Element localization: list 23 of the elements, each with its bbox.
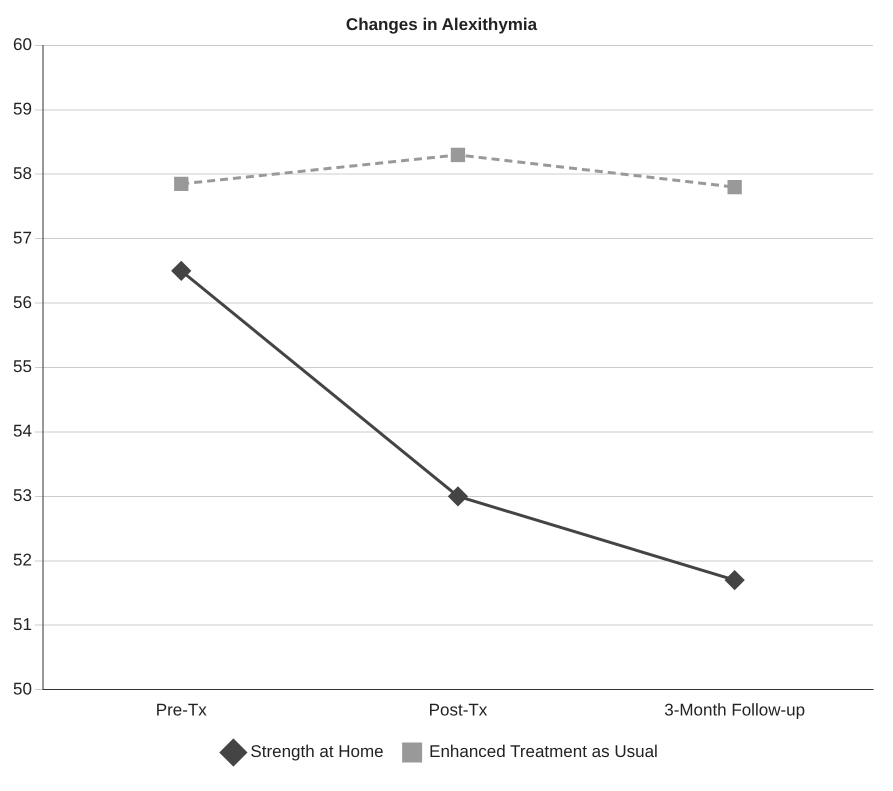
y-tick-label: 59	[12, 100, 32, 119]
x-tick-label: 3-Month Follow-up	[664, 700, 806, 720]
y-tick-label: 51	[12, 614, 32, 634]
x-tick-label: Pre-Tx	[156, 700, 208, 720]
legend-label: Strength at Home	[250, 742, 384, 762]
y-tick-label: 50	[12, 679, 32, 698]
y-tick-label: 58	[12, 164, 32, 183]
y-tick-label: 56	[12, 292, 32, 312]
x-tick-label: Post-Tx	[428, 700, 488, 720]
point	[174, 176, 188, 192]
y-tick-label: 57	[12, 228, 32, 248]
chart-title: Changes in Alexithymia	[346, 14, 538, 34]
point	[727, 180, 742, 194]
y-tick-label: 52	[12, 550, 32, 570]
point	[448, 486, 468, 506]
y-tick-label: 60	[12, 35, 32, 54]
point	[450, 148, 466, 162]
legend-label: Enhanced Treatment as Usual	[429, 742, 658, 762]
point	[725, 570, 744, 590]
y-tick-label: 55	[12, 357, 32, 376]
point	[172, 261, 191, 280]
y-tick-label: 53	[12, 486, 32, 506]
y-tick-label: 54	[12, 422, 32, 441]
